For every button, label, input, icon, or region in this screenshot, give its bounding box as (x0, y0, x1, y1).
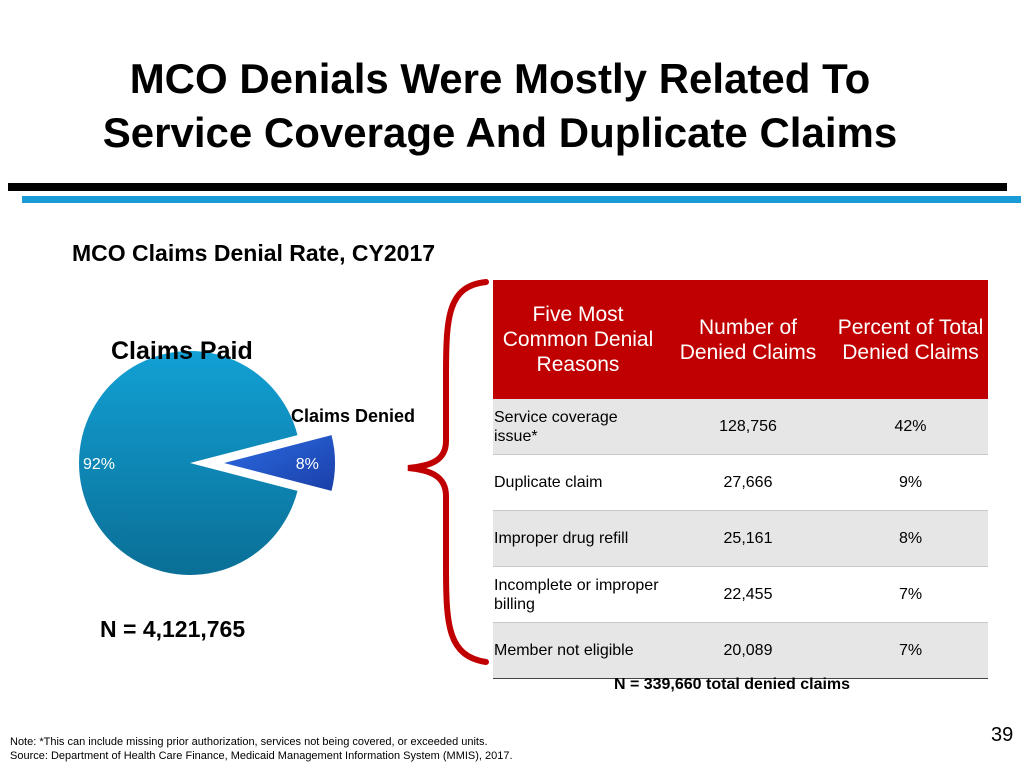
pie-legend-claims-paid: Claims Paid (111, 337, 253, 365)
column-header-reason: Five Most Common Denial Reasons (493, 280, 663, 399)
row-reason: Improper drug refill (493, 510, 663, 567)
table-header-row: Five Most Common Denial Reasons Number o… (493, 280, 988, 399)
brace-connector (407, 279, 489, 665)
row-reason: Service coverage issue* (493, 399, 663, 455)
row-reason: Duplicate claim (493, 454, 663, 511)
row-percent: 9% (833, 454, 988, 511)
row-percent: 7% (833, 566, 988, 623)
row-reason: Member not eligible (493, 622, 663, 679)
table-row: Duplicate claim 27,666 9% (493, 454, 988, 511)
footnote: Note: *This can include missing prior au… (10, 735, 513, 763)
row-count: 128,756 (663, 399, 833, 455)
column-header-percent: Percent of Total Denied Claims (833, 280, 988, 399)
row-count: 20,089 (663, 622, 833, 679)
accent-rule (22, 196, 1021, 203)
title-rule (8, 183, 1007, 191)
row-count: 25,161 (663, 510, 833, 567)
pie-value-label: 92% (83, 456, 115, 473)
row-reason: Incomplete or improper billing (493, 566, 663, 623)
pie-legend-claims-denied: Claims Denied (291, 406, 416, 426)
slide-title: MCO Denials Were Mostly Related To Servi… (20, 52, 980, 160)
row-percent: 8% (833, 510, 988, 567)
pie-chart-title: MCO Claims Denial Rate, CY2017 (72, 240, 436, 266)
page-number: 39 (991, 724, 1014, 746)
denial-reasons-table: Five Most Common Denial Reasons Number o… (493, 280, 988, 679)
pie-value-label: 8% (296, 456, 319, 473)
slide-title-line-2: Service Coverage And Duplicate Claims (102, 109, 898, 156)
footnote-source: Source: Department of Health Care Financ… (10, 750, 513, 762)
row-count: 27,666 (663, 454, 833, 511)
table-row: Improper drug refill 25,161 8% (493, 510, 988, 567)
row-percent: 7% (833, 622, 988, 679)
total-claims-count: N = 4,121,765 (100, 616, 246, 642)
pie-chart: 92% 8% (79, 351, 335, 575)
column-header-count: Number of Denied Claims (663, 280, 833, 399)
slide-title-line-1: MCO Denials Were Mostly Related To (129, 55, 871, 102)
table-row: Service coverage issue* 128,756 42% (493, 399, 988, 455)
row-count: 22,455 (663, 566, 833, 623)
total-denied-count: N = 339,660 total denied claims (613, 676, 851, 693)
table-row: Member not eligible 20,089 7% (493, 622, 988, 679)
row-percent: 42% (833, 399, 988, 455)
pie-slice-claims-denied (224, 435, 335, 491)
pie-slice-claims-paid (79, 351, 298, 575)
footnote-note: Note: *This can include missing prior au… (10, 736, 488, 748)
table-row: Incomplete or improper billing 22,455 7% (493, 566, 988, 623)
